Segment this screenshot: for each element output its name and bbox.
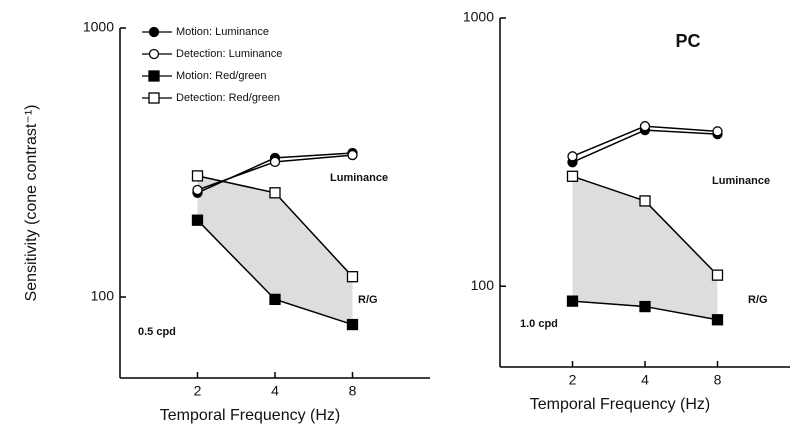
shaded-region [197, 175, 353, 325]
legend-label: Detection: Luminance [176, 48, 282, 60]
marker [191, 170, 204, 182]
marker [711, 314, 724, 326]
y-tick-label: 100 [91, 288, 115, 304]
marker [269, 156, 281, 168]
marker [191, 214, 204, 226]
x-tick-label: 4 [271, 383, 279, 399]
x-tick-label: 4 [641, 372, 649, 388]
x-tick-label: 2 [569, 372, 577, 388]
marker [269, 293, 281, 306]
marker [639, 195, 651, 207]
y-tick-label: 1000 [83, 19, 114, 35]
marker [269, 187, 281, 199]
y-tick-label: 1000 [463, 9, 494, 25]
legend-marker [148, 26, 160, 38]
legend-label: Motion: Luminance [176, 26, 269, 38]
legend-label: Detection: Red/green [176, 92, 280, 104]
legend-marker [148, 70, 160, 82]
legend-marker [148, 48, 160, 60]
marker [192, 184, 203, 196]
annotation: Luminance [712, 175, 770, 187]
chart-title: PC [675, 31, 700, 51]
annotation: 0.5 cpd [138, 326, 176, 338]
marker [346, 271, 359, 283]
x-tick-label: 8 [349, 383, 357, 399]
annotation: R/G [358, 294, 378, 306]
annotation: Luminance [330, 172, 388, 184]
marker [639, 300, 651, 313]
marker [711, 269, 724, 281]
marker [566, 295, 579, 307]
x-axis-label: Temporal Frequency (Hz) [530, 396, 711, 413]
x-tick-label: 2 [194, 383, 202, 399]
marker [346, 318, 359, 331]
legend-marker [148, 92, 160, 104]
y-tick-label: 100 [471, 277, 495, 293]
marker [566, 170, 579, 182]
marker [347, 149, 358, 161]
x-tick-label: 8 [714, 372, 722, 388]
annotation: R/G [748, 294, 768, 306]
y-axis-label: Sensitivity (cone contrast⁻¹) [23, 105, 40, 302]
x-axis-label: Temporal Frequency (Hz) [160, 407, 341, 424]
annotation: 1.0 cpd [520, 318, 558, 330]
marker [712, 126, 723, 137]
shaded-region [572, 176, 718, 320]
marker [567, 151, 578, 162]
marker [639, 121, 651, 132]
legend-label: Motion: Red/green [176, 70, 267, 82]
